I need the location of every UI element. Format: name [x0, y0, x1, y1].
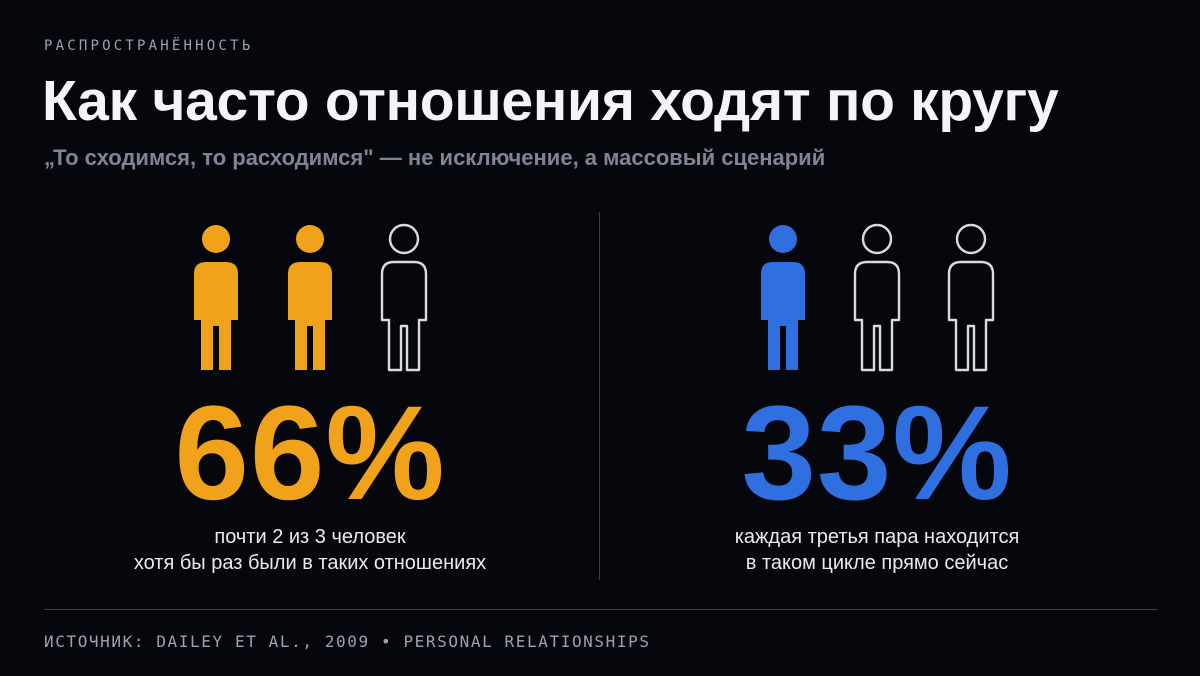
stat-value: 33%	[741, 379, 1013, 528]
stat-caption: почти 2 из 3 человек хотя бы раз были в …	[30, 524, 590, 576]
panel-divider	[599, 212, 600, 580]
footer-divider	[44, 609, 1158, 610]
person-icon	[370, 222, 438, 372]
source-note: ИСТОЧНИК: DAILEY ET AL., 2009 • PERSONAL…	[44, 632, 651, 651]
stat-panel-right: 33% каждая третья пара находится в таком…	[597, 222, 1157, 582]
person-icon-row	[597, 222, 1157, 372]
page-title: Как часто отношения ходят по кругу	[42, 69, 1059, 133]
stat-caption-line: в таком цикле прямо сейчас	[745, 552, 1009, 574]
person-icon	[276, 222, 344, 372]
stat-panel-left: 66% почти 2 из 3 человек хотя бы раз был…	[30, 222, 590, 582]
stat-caption-line: почти 2 из 3 человек	[214, 526, 406, 548]
person-icon	[843, 222, 911, 372]
stat-caption-line: хотя бы раз были в таких отношениях	[133, 552, 487, 574]
stat-caption-line: каждая третья пара находится	[734, 526, 1020, 548]
stat-caption: каждая третья пара находится в таком цик…	[597, 524, 1157, 576]
page-subtitle: „То сходимся, то расходимся" — не исключ…	[44, 145, 826, 170]
person-icon	[749, 222, 817, 372]
eyebrow-label: РАСПРОСТРАНЁННОСТЬ	[44, 38, 254, 54]
person-icon	[937, 222, 1005, 372]
person-icon-row	[30, 222, 590, 372]
stat-value: 66%	[174, 379, 446, 528]
person-icon	[182, 222, 250, 372]
